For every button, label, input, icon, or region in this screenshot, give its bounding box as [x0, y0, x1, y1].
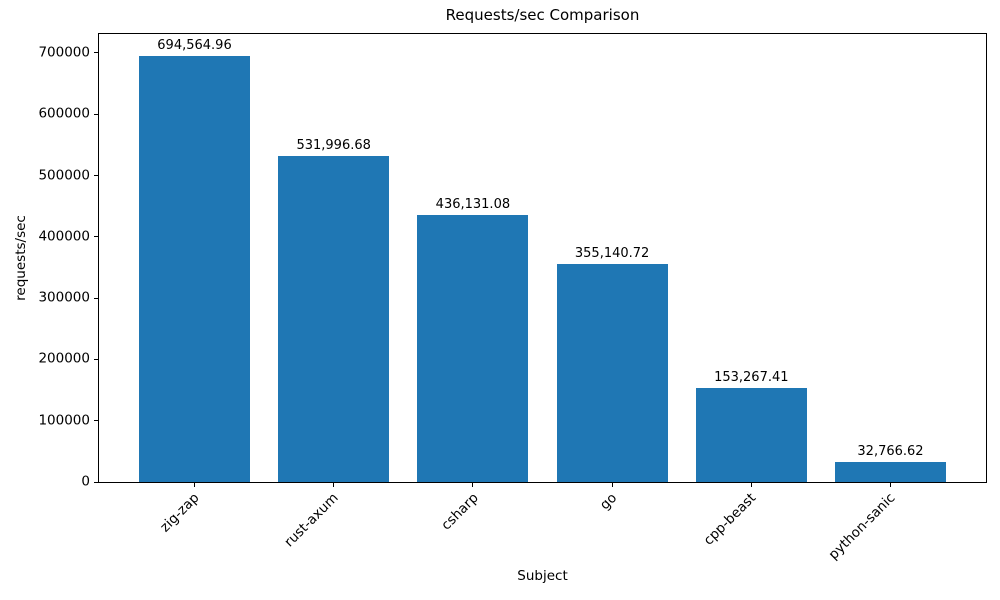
x-tick-mark [750, 483, 752, 487]
y-tick-mark [94, 175, 98, 176]
y-axis-label: requests/sec [13, 215, 29, 301]
x-tick-label: csharp [437, 490, 482, 534]
bar-value-label: 531,996.68 [296, 137, 371, 153]
y-tick-mark [94, 236, 98, 238]
x-tick-mark [472, 483, 474, 487]
plot-area: 694,564.96 531,996.68 436,131.08 355,140.72… [98, 33, 987, 483]
chart-title: Requests/sec Comparison [445, 6, 640, 24]
x-tick-mark [333, 483, 335, 487]
x-tick-label: python-sanic [825, 490, 899, 563]
y-tick-label: 0 [81, 473, 90, 490]
bar-cpp-beast [695, 388, 807, 482]
bar-value-label: 153,267.41 [714, 370, 789, 386]
bar-csharp [417, 214, 529, 482]
x-tick-mark [890, 483, 891, 487]
x-tick-label: zig-zap [157, 490, 203, 536]
y-tick-label: 100000 [38, 411, 90, 428]
x-tick-label: go [597, 490, 621, 514]
bar-value-label: 436,131.08 [435, 196, 511, 212]
y-tick-mark [94, 297, 98, 299]
bar-python-sanic [835, 461, 946, 482]
bar-value-label: 355,140.72 [574, 246, 650, 262]
bar-rust-axum [278, 155, 390, 482]
y-tick-label: 600000 [38, 105, 90, 122]
bar-value-label: 32,766.62 [857, 443, 924, 459]
bar-go [556, 264, 668, 482]
x-tick-mark [611, 483, 613, 487]
y-tick-label: 400000 [38, 228, 90, 245]
x-tick-label: cpp-beast [700, 490, 760, 549]
y-tick-label: 300000 [38, 289, 90, 306]
bar-zig-zap [139, 56, 250, 482]
y-tick-mark [94, 52, 98, 54]
y-tick-mark [94, 358, 98, 360]
y-tick-label: 500000 [38, 166, 90, 183]
y-tick-mark [94, 420, 98, 422]
y-tick-mark [94, 481, 98, 483]
y-tick-label: 200000 [38, 350, 90, 367]
y-tick-label: 700000 [38, 44, 90, 61]
bar-value-label: 694,564.96 [157, 38, 232, 54]
x-tick-label: rust-axum [281, 490, 343, 551]
x-axis-label: Subject [517, 568, 568, 584]
y-tick-mark [94, 113, 98, 115]
x-tick-mark [194, 483, 195, 487]
